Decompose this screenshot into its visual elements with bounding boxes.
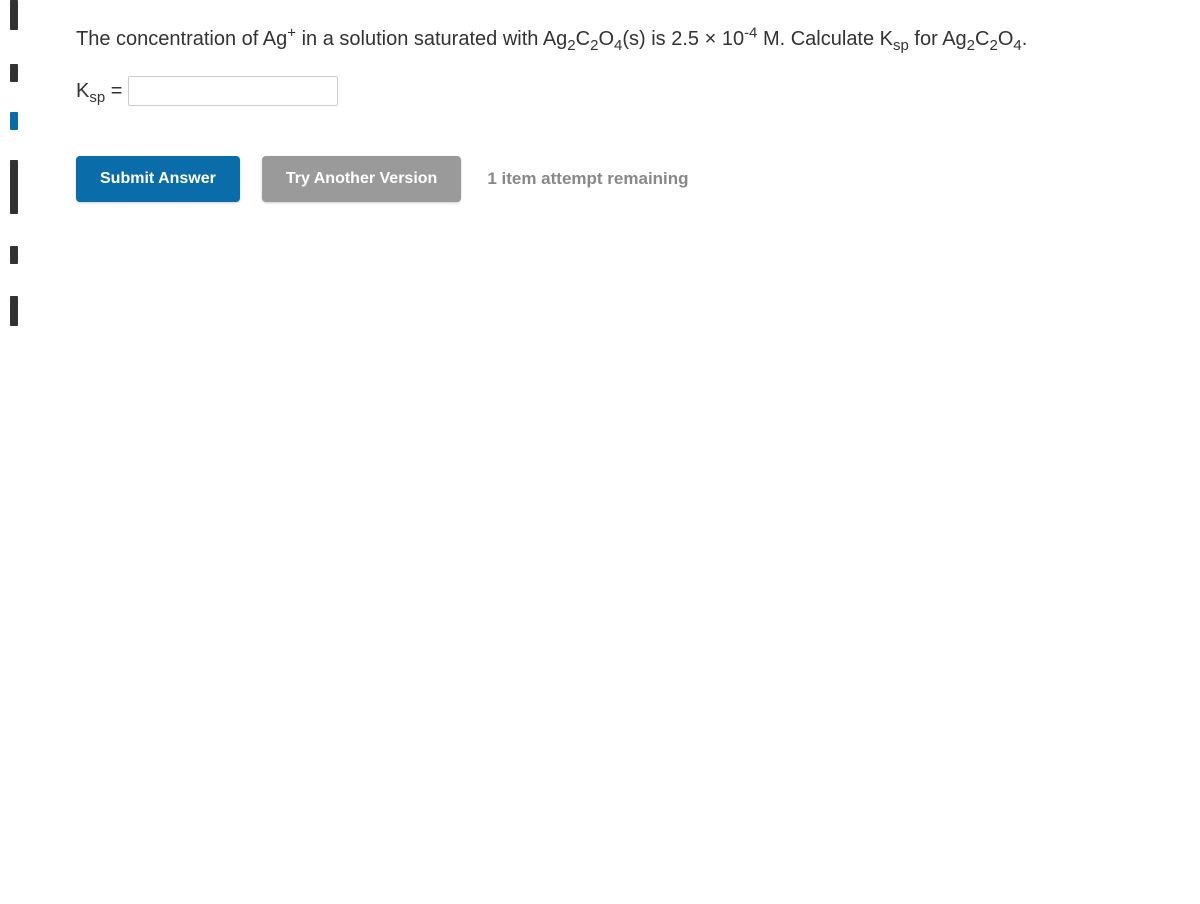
ksp-input[interactable]	[128, 76, 338, 106]
submit-answer-button[interactable]: Submit Answer	[76, 156, 240, 202]
progress-mark	[10, 0, 18, 30]
question-superscript: +	[287, 24, 296, 41]
question-fragment: for Ag	[909, 28, 967, 50]
progress-mark-active	[10, 112, 18, 130]
question-subscript: 2	[967, 37, 975, 54]
attempts-remaining-text: 1 item attempt remaining	[487, 169, 688, 189]
question-fragment: C	[975, 28, 989, 50]
question-text: The concentration of Ag+ in a solution s…	[76, 24, 1160, 54]
try-another-version-button[interactable]: Try Another Version	[262, 156, 461, 202]
question-superscript: -4	[744, 24, 757, 41]
answer-label-eq: =	[105, 80, 122, 102]
question-fragment: M. Calculate K	[757, 28, 893, 50]
answer-row: Ksp =	[76, 76, 1160, 106]
question-content: The concentration of Ag+ in a solution s…	[76, 24, 1160, 202]
button-row: Submit Answer Try Another Version 1 item…	[76, 156, 1160, 202]
question-fragment: C	[576, 28, 590, 50]
progress-mark	[10, 64, 18, 82]
answer-label-sub: sp	[89, 89, 105, 106]
progress-mark	[10, 246, 18, 264]
question-fragment: The concentration of Ag	[76, 28, 287, 50]
question-subscript: 4	[1013, 37, 1021, 54]
answer-label-k: K	[76, 80, 89, 102]
answer-label: Ksp =	[76, 80, 122, 103]
progress-mark	[10, 160, 18, 214]
question-subscript: sp	[893, 37, 909, 54]
question-fragment: (s) is 2.5 × 10	[622, 28, 744, 50]
question-fragment: O	[598, 28, 614, 50]
question-subscript: 2	[989, 37, 997, 54]
question-fragment: .	[1022, 28, 1028, 50]
question-subscript: 2	[567, 37, 575, 54]
question-fragment: O	[998, 28, 1014, 50]
progress-mark	[10, 296, 18, 326]
question-fragment: in a solution saturated with Ag	[296, 28, 567, 50]
